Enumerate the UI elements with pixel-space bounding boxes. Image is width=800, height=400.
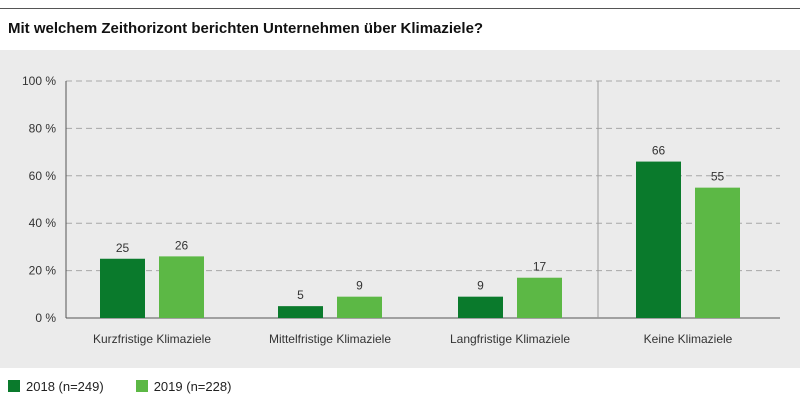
y-tick-label: 20 %: [29, 264, 57, 278]
bar: [337, 296, 382, 318]
top-rule: [0, 8, 800, 9]
x-tick-label: Kurzfristige Klimaziele: [93, 332, 211, 346]
data-label: 55: [711, 170, 725, 184]
y-tick-label: 60 %: [29, 169, 57, 183]
data-label: 25: [116, 241, 130, 255]
bar-chart: 0 % 20 % 40 % 60 % 80 % 100 % 25 26 Kurzfristige…: [22, 74, 780, 346]
bar: [458, 296, 503, 318]
bar: [278, 306, 323, 318]
bar: [159, 256, 204, 318]
legend-swatch-2018: [8, 380, 20, 392]
legend: 2018 (n=249) 2019 (n=228): [8, 377, 263, 395]
data-label: 17: [533, 260, 547, 274]
x-tick-label: Langfristige Klimaziele: [450, 332, 570, 346]
data-label: 9: [477, 279, 484, 293]
data-label: 5: [297, 288, 304, 302]
data-label: 26: [175, 238, 189, 252]
data-label: 9: [356, 279, 363, 293]
bar: [636, 161, 681, 318]
legend-item-2018: 2018 (n=249): [8, 379, 104, 394]
legend-label-2018: 2018 (n=249): [26, 378, 104, 394]
bar: [517, 277, 562, 318]
y-tick-label: 0 %: [35, 311, 56, 325]
y-tick-label: 100 %: [22, 74, 56, 88]
legend-swatch-2019: [135, 380, 148, 392]
x-tick-label: Keine Klimaziele: [644, 332, 733, 346]
data-label: 66: [652, 144, 666, 158]
bar: [100, 258, 145, 318]
legend-item-2019: 2019 (n=228): [135, 378, 232, 394]
y-tick-label: 80 %: [29, 121, 57, 135]
legend-label-2019: 2019 (n=228): [153, 378, 232, 394]
chart-title: Mit welchem Zeithorizont berichten Unter…: [8, 20, 484, 37]
chart-area: 0 % 20 % 40 % 60 % 80 % 100 % 25 26 Kurzfristige…: [0, 50, 800, 368]
bar: [695, 187, 740, 318]
x-tick-label: Mittelfristige Klimaziele: [269, 332, 391, 346]
y-tick-label: 40 %: [29, 216, 57, 230]
